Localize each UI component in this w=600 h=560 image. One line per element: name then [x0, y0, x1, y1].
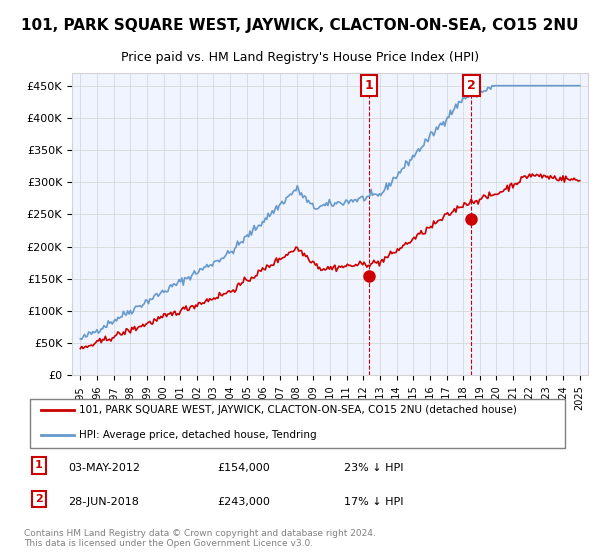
Text: 17% ↓ HPI: 17% ↓ HPI — [344, 497, 404, 507]
Text: 1: 1 — [365, 79, 373, 92]
Text: £154,000: £154,000 — [217, 463, 270, 473]
Text: 03-MAY-2012: 03-MAY-2012 — [68, 463, 140, 473]
Text: £243,000: £243,000 — [217, 497, 270, 507]
Text: 23% ↓ HPI: 23% ↓ HPI — [344, 463, 404, 473]
Text: 2: 2 — [35, 494, 43, 504]
Text: 101, PARK SQUARE WEST, JAYWICK, CLACTON-ON-SEA, CO15 2NU: 101, PARK SQUARE WEST, JAYWICK, CLACTON-… — [21, 18, 579, 33]
Text: HPI: Average price, detached house, Tendring: HPI: Average price, detached house, Tend… — [79, 430, 317, 440]
Text: 101, PARK SQUARE WEST, JAYWICK, CLACTON-ON-SEA, CO15 2NU (detached house): 101, PARK SQUARE WEST, JAYWICK, CLACTON-… — [79, 405, 517, 416]
Text: Contains HM Land Registry data © Crown copyright and database right 2024.
This d: Contains HM Land Registry data © Crown c… — [24, 529, 376, 548]
Text: 1: 1 — [35, 460, 43, 470]
Text: Price paid vs. HM Land Registry's House Price Index (HPI): Price paid vs. HM Land Registry's House … — [121, 51, 479, 64]
Text: 28-JUN-2018: 28-JUN-2018 — [68, 497, 139, 507]
Bar — [369, 73, 472, 375]
Text: 2: 2 — [467, 79, 476, 92]
FancyBboxPatch shape — [29, 399, 565, 448]
